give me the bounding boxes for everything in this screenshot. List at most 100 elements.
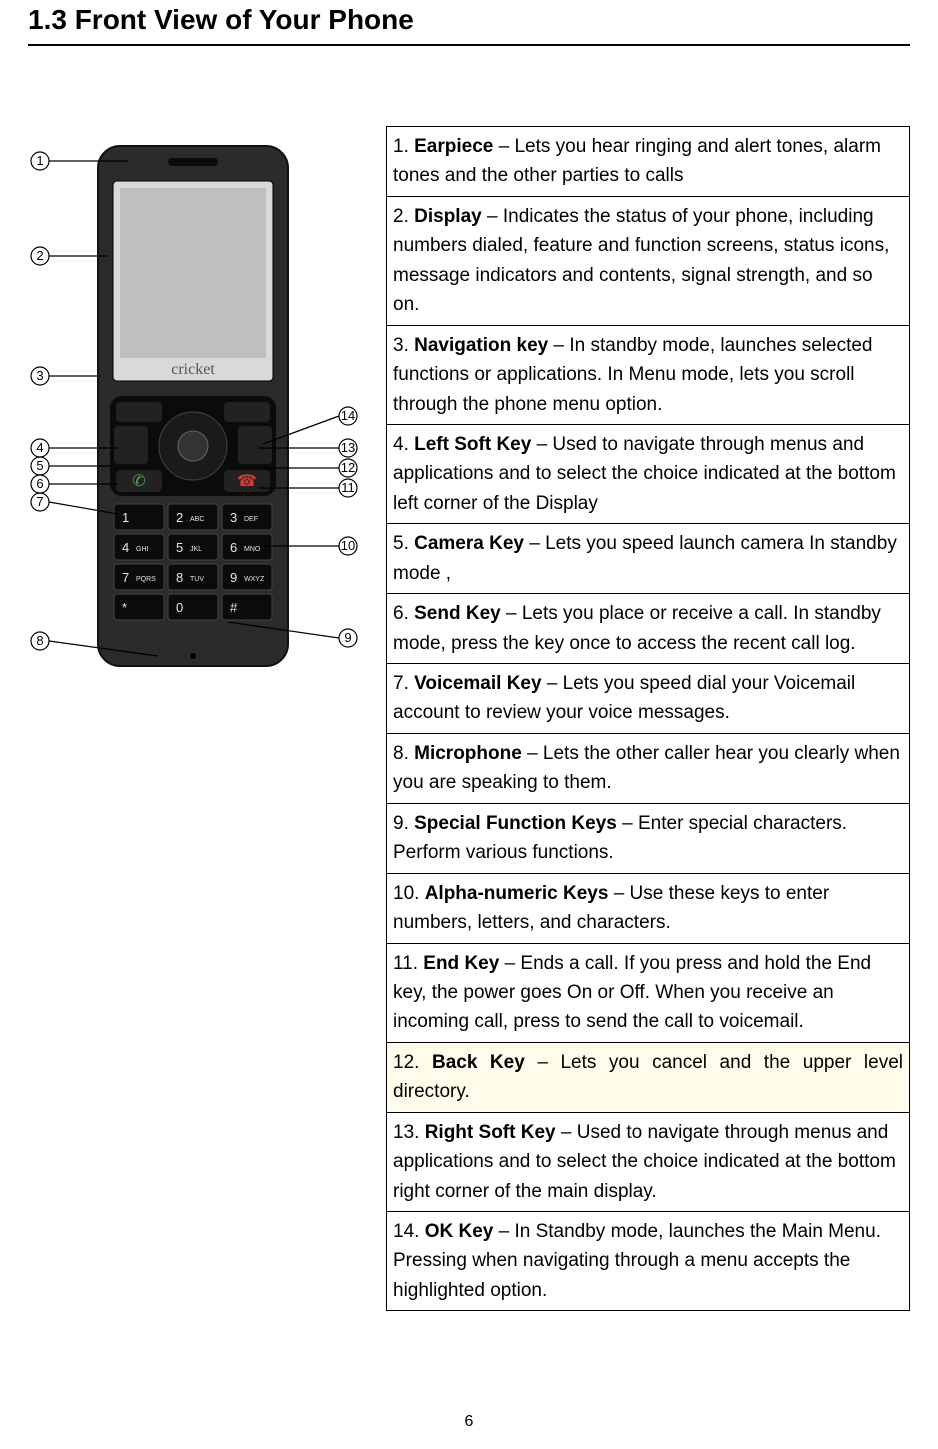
keypad-key-digit: 9: [230, 570, 237, 585]
feature-row: 3. Navigation key – In standby mode, lau…: [387, 325, 910, 424]
keypad-key-digit: 8: [176, 570, 183, 585]
keypad-key-letters: DEF: [244, 516, 258, 523]
keypad-key-digit: 7: [122, 570, 129, 585]
keypad-key-digit: 5: [176, 540, 183, 555]
phone-diagram: cricket ✆ ☎ 12ABC3DEF4GHI5JKL6MNO7PQRS8T…: [28, 126, 366, 691]
feature-row: 12. Back Key – Lets you cancel and the u…: [387, 1042, 910, 1112]
feature-number: 3.: [393, 335, 414, 356]
feature-cell: 5. Camera Key – Lets you speed launch ca…: [387, 524, 910, 594]
feature-row: 8. Microphone – Lets the other caller he…: [387, 733, 910, 803]
feature-number: 13.: [393, 1122, 425, 1143]
callout-number: 4: [36, 440, 43, 455]
feature-number: 12.: [393, 1052, 432, 1073]
feature-row: 7. Voicemail Key – Lets you speed dial y…: [387, 664, 910, 734]
callout-number: 2: [36, 248, 43, 263]
page-title: 1.3 Front View of Your Phone: [28, 0, 910, 44]
keypad-key-letters: WXYZ: [244, 576, 265, 583]
phone-diagram-column: cricket ✆ ☎ 12ABC3DEF4GHI5JKL6MNO7PQRS8T…: [28, 126, 366, 691]
left-soft-key: [116, 402, 162, 422]
callout-number: 1: [36, 153, 43, 168]
callout-number: 9: [344, 630, 351, 645]
feature-number: 11.: [393, 953, 423, 974]
callout-number: 3: [36, 368, 43, 383]
keypad-key-digit: 3: [230, 510, 237, 525]
feature-term: OK Key: [425, 1221, 494, 1242]
feature-term: Microphone: [414, 743, 522, 764]
feature-row: 9. Special Function Keys – Enter special…: [387, 803, 910, 873]
keypad-key-letters: TUV: [190, 576, 204, 583]
phone-svg: cricket ✆ ☎ 12ABC3DEF4GHI5JKL6MNO7PQRS8T…: [28, 126, 366, 686]
keypad-key-letters: JKL: [190, 546, 202, 553]
feature-row: 11. End Key – Ends a call. If you press …: [387, 943, 910, 1042]
feature-row: 13. Right Soft Key – Used to navigate th…: [387, 1112, 910, 1211]
page-number: 6: [0, 1413, 938, 1431]
feature-term: Display: [414, 206, 482, 227]
feature-term: Back Key: [432, 1052, 525, 1073]
display-inner: [120, 188, 266, 358]
keypad-key-letters: GHI: [136, 546, 149, 553]
feature-number: 2.: [393, 206, 414, 227]
feature-row: 1. Earpiece – Lets you hear ringing and …: [387, 127, 910, 197]
keypad-key-letters: ABC: [190, 516, 204, 523]
feature-cell: 4. Left Soft Key – Used to navigate thro…: [387, 424, 910, 523]
callout-number: 5: [36, 458, 43, 473]
feature-cell: 2. Display – Indicates the status of you…: [387, 196, 910, 325]
feature-row: 14. OK Key – In Standby mode, launches t…: [387, 1212, 910, 1311]
keypad-key-digit: 0: [176, 600, 183, 615]
feature-term: Earpiece: [414, 136, 493, 157]
carrier-label: cricket: [171, 361, 215, 378]
feature-term: Special Function Keys: [414, 813, 617, 834]
keypad-key-digit: 1: [122, 510, 129, 525]
feature-row: 10. Alpha-numeric Keys – Use these keys …: [387, 873, 910, 943]
feature-cell: 6. Send Key – Lets you place or receive …: [387, 594, 910, 664]
feature-cell: 11. End Key – Ends a call. If you press …: [387, 943, 910, 1042]
keypad-key-letters: PQRS: [136, 576, 156, 583]
right-soft-key: [224, 402, 270, 422]
feature-term: Camera Key: [414, 533, 524, 554]
callout-number: 6: [36, 476, 43, 491]
feature-term: Navigation key: [414, 335, 548, 356]
callout-number: 7: [36, 494, 43, 509]
callout-number: 13: [341, 440, 355, 455]
feature-cell: 14. OK Key – In Standby mode, launches t…: [387, 1212, 910, 1311]
feature-term: Left Soft Key: [414, 434, 531, 455]
feature-term: Alpha-numeric Keys: [425, 883, 609, 904]
feature-cell: 7. Voicemail Key – Lets you speed dial y…: [387, 664, 910, 734]
end-icon: ☎: [237, 473, 257, 490]
callout-number: 12: [341, 460, 355, 475]
feature-number: 1.: [393, 136, 414, 157]
feature-number: 10.: [393, 883, 425, 904]
feature-table-column: 1. Earpiece – Lets you hear ringing and …: [386, 126, 910, 1311]
feature-table: 1. Earpiece – Lets you hear ringing and …: [386, 126, 910, 1311]
feature-cell: 9. Special Function Keys – Enter special…: [387, 803, 910, 873]
callout-number: 8: [36, 633, 43, 648]
feature-number: 6.: [393, 603, 414, 624]
ok-key: [178, 431, 208, 461]
feature-cell: 12. Back Key – Lets you cancel and the u…: [387, 1042, 910, 1112]
keypad-key-digit: *: [122, 600, 127, 615]
callout-number: 14: [341, 408, 355, 423]
camera-key: [114, 426, 148, 464]
callout-number: 10: [341, 538, 355, 553]
earpiece: [168, 158, 218, 166]
feature-term: End Key: [423, 953, 499, 974]
feature-cell: 8. Microphone – Lets the other caller he…: [387, 733, 910, 803]
back-key: [238, 426, 272, 464]
feature-row: 6. Send Key – Lets you place or receive …: [387, 594, 910, 664]
keypad-key-letters: MNO: [244, 546, 261, 553]
feature-row: 5. Camera Key – Lets you speed launch ca…: [387, 524, 910, 594]
keypad-key-digit: 4: [122, 540, 129, 555]
feature-cell: 13. Right Soft Key – Used to navigate th…: [387, 1112, 910, 1211]
keypad-key-digit: 6: [230, 540, 237, 555]
microphone: [190, 653, 196, 659]
feature-cell: 1. Earpiece – Lets you hear ringing and …: [387, 127, 910, 197]
feature-number: 8.: [393, 743, 414, 764]
callout-number: 11: [341, 480, 355, 495]
feature-row: 2. Display – Indicates the status of you…: [387, 196, 910, 325]
feature-term: Voicemail Key: [414, 673, 541, 694]
feature-number: 5.: [393, 533, 414, 554]
feature-cell: 10. Alpha-numeric Keys – Use these keys …: [387, 873, 910, 943]
feature-row: 4. Left Soft Key – Used to navigate thro…: [387, 424, 910, 523]
keypad-key-digit: #: [230, 600, 238, 615]
feature-number: 14.: [393, 1221, 425, 1242]
